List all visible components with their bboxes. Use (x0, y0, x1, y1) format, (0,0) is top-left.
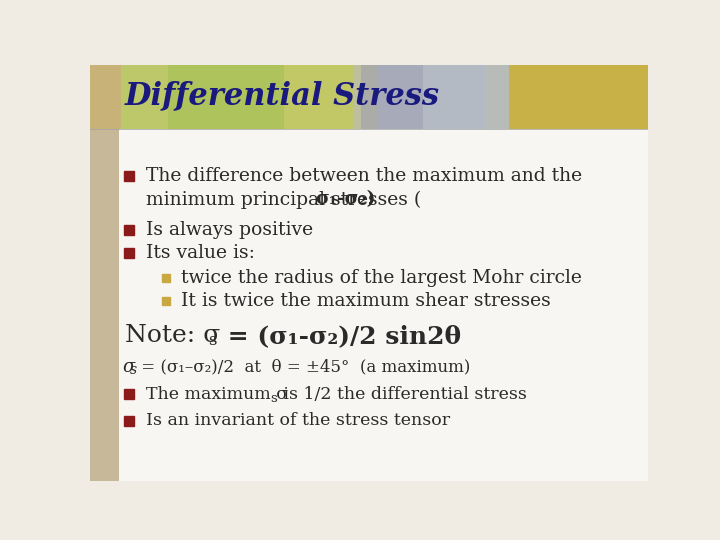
Bar (354, 65, 508, 129)
Bar (361, 65, 423, 129)
Text: twice the radius of the largest Mohr circle: twice the radius of the largest Mohr cir… (181, 269, 582, 287)
Text: minimum principal stresses (: minimum principal stresses ( (145, 191, 421, 208)
Text: Differential Stress: Differential Stress (125, 80, 440, 111)
Text: The difference between the maximum and the: The difference between the maximum and t… (145, 167, 582, 185)
Text: Is an invariant of the stress tensor: Is an invariant of the stress tensor (145, 412, 450, 429)
Bar (168, 65, 284, 129)
Text: It is twice the maximum shear stresses: It is twice the maximum shear stresses (181, 292, 552, 310)
Text: = (σ₁–σ₂)/2  at  θ = ±45°  (a maximum): = (σ₁–σ₂)/2 at θ = ±45° (a maximum) (137, 358, 471, 375)
Text: Note: σ: Note: σ (125, 325, 220, 347)
Text: s: s (130, 363, 138, 377)
Text: s: s (209, 332, 217, 349)
Bar (120, 129, 648, 481)
Bar (90, 65, 648, 129)
Bar (90, 65, 121, 129)
Text: σ₁-σ₂): σ₁-σ₂) (315, 191, 375, 208)
Text: s: s (270, 392, 276, 404)
Text: is 1/2 the differential stress: is 1/2 the differential stress (277, 386, 526, 403)
Text: σ: σ (122, 357, 135, 376)
Text: The maximum σ: The maximum σ (145, 386, 288, 403)
Bar (284, 65, 377, 129)
Bar (423, 65, 485, 129)
Bar (121, 65, 354, 129)
Bar (508, 65, 648, 129)
Bar (90, 65, 120, 481)
Text: Its value is:: Its value is: (145, 245, 255, 262)
Text: Is always positive: Is always positive (145, 221, 313, 239)
Text: = (σ₁-σ₂)/2 sin2θ: = (σ₁-σ₂)/2 sin2θ (219, 324, 461, 348)
